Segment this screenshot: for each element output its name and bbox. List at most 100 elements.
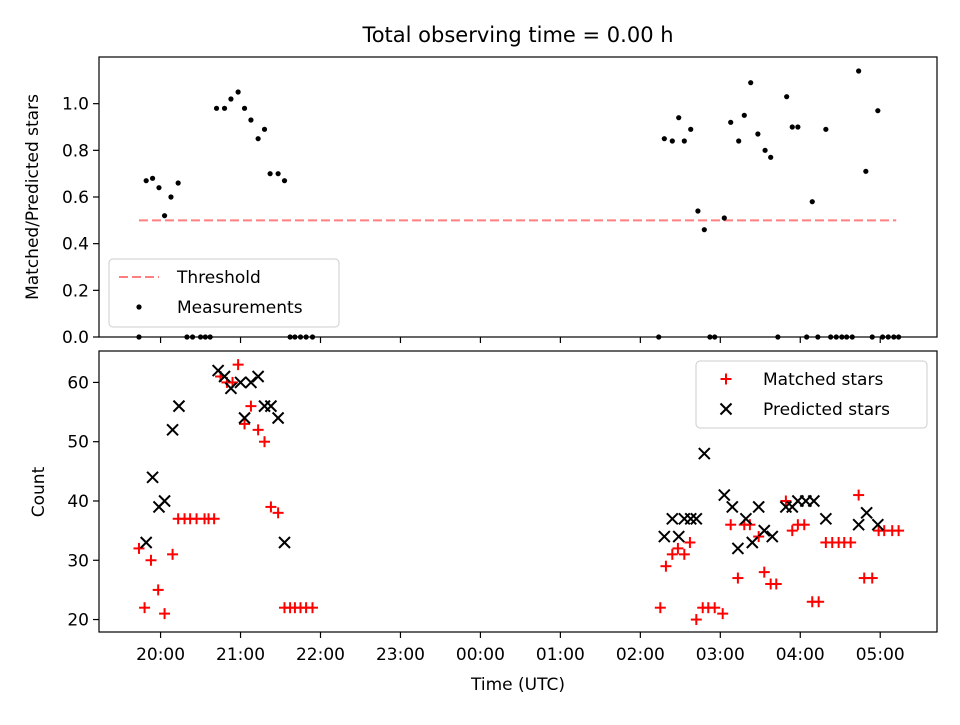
measurement-point [768, 154, 774, 160]
predicted-star-point [658, 530, 671, 543]
measurement-point [762, 147, 768, 153]
predicted-star-point [166, 423, 179, 437]
x-tick-label: 05:00 [856, 645, 905, 665]
matched-star-point [709, 602, 721, 614]
matched-star-point [798, 519, 810, 531]
measurement-point [669, 138, 675, 144]
matched-star-point [744, 519, 756, 531]
matched-stars-legend-marker [720, 373, 732, 385]
predicted-star-point [672, 530, 685, 543]
predicted-star-point [684, 512, 697, 525]
x-tick-label: 21:00 [216, 645, 265, 665]
predicted-star-point [752, 500, 765, 514]
measurement-point [248, 117, 254, 123]
predicted-star-point [746, 536, 759, 549]
top-y-tick-label: 0.8 [62, 141, 89, 161]
x-tick-label: 01:00 [536, 645, 585, 665]
matched-star-point [780, 495, 792, 507]
bottom-y-tick-label: 60 [67, 373, 89, 393]
predicted-star-point [146, 471, 159, 484]
top-legend: Threshold Measurements [108, 258, 340, 328]
matched-star-point [866, 572, 878, 584]
predicted-star-point [726, 500, 739, 514]
matched-star-point [272, 507, 284, 519]
matched-star-point [245, 400, 257, 412]
matched-star-point [893, 525, 905, 537]
measurement-point [161, 213, 168, 219]
matched-star-point [252, 424, 264, 436]
measurement-point [281, 178, 288, 184]
matched-stars-legend-label: Matched stars [763, 370, 883, 390]
predicted-star-point [278, 536, 291, 549]
x-tick-label: 02:00 [616, 645, 665, 665]
matched-star-point [672, 542, 684, 554]
measurement-point [721, 215, 727, 221]
matched-star-point [678, 548, 690, 560]
predicted-star-point [758, 524, 771, 537]
measurement-point [661, 136, 667, 142]
measurement-point [267, 171, 273, 177]
predicted-star-point [690, 512, 703, 525]
measurement-point [676, 115, 682, 121]
measurement-point [261, 126, 268, 132]
matched-star-point [753, 531, 765, 543]
bottom-y-tick-label: 40 [67, 492, 89, 512]
measurement-point [241, 105, 248, 111]
measurements-legend-icon [136, 304, 142, 310]
measurement-point [255, 136, 261, 142]
measurement-point [875, 108, 881, 114]
matched-star-point [660, 560, 672, 572]
bottom-y-tick-label: 50 [67, 433, 89, 453]
matched-star-point [758, 566, 770, 578]
x-tick-label: 04:00 [776, 645, 825, 665]
predicted-star-point [698, 447, 711, 460]
matched-star-point [239, 418, 251, 430]
predicted-star-point [251, 370, 265, 383]
predicted-star-point [731, 542, 745, 555]
top-y-tick-label: 0.4 [62, 235, 89, 255]
measurement-point [681, 138, 687, 144]
top-y-tick-label: 0.2 [62, 281, 89, 301]
measurement-point [784, 94, 790, 100]
x-tick-label: 20:00 [136, 645, 185, 665]
bottom-legend-box [695, 360, 928, 429]
matched-star-point [786, 525, 798, 537]
measurement-point [863, 168, 869, 174]
top-y-tick-label: 1.0 [62, 95, 89, 115]
predicted-star-point [264, 399, 278, 413]
matched-star-point [853, 489, 865, 501]
predicted-star-point [807, 494, 821, 508]
top-y-tick-label: 0.6 [62, 188, 89, 208]
measurement-point [688, 126, 694, 132]
matched-star-point [259, 436, 271, 448]
predicted-star-point [766, 530, 779, 543]
matched-star-point [208, 513, 220, 525]
bottom-plot-frame [98, 350, 938, 633]
predicted-star-point [860, 506, 873, 520]
measurement-point [795, 124, 801, 130]
x-tick-label: 00:00 [456, 645, 505, 665]
top-legend-box [108, 258, 340, 328]
matched-star-point [159, 608, 171, 620]
predicted-stars-legend-marker [719, 402, 733, 416]
top-plot-frame [98, 56, 938, 338]
measurement-point [149, 175, 156, 181]
predicted-star-point [852, 518, 865, 531]
measurement-point [789, 124, 795, 130]
bottom-legend: Matched stars Predicted stars [695, 360, 928, 429]
measurement-point [156, 185, 162, 191]
bottom-plot-area: 20 30 40 50 60 20:00 21:00 22:00 23:00 00:00 01:00… [67, 359, 905, 665]
predicted-stars-legend-label: Predicted stars [763, 400, 890, 420]
matched-star-point [139, 602, 151, 614]
measurements-legend-label: Measurements [177, 298, 303, 318]
x-tick-label: 23:00 [376, 645, 425, 665]
matched-star-point [152, 584, 164, 596]
top-y-tick-label: 0.0 [62, 328, 89, 348]
predicted-star-point [871, 518, 885, 531]
bottom-y-tick-label: 30 [67, 551, 89, 571]
predicted-star-point [158, 494, 171, 508]
matched-star-point [666, 548, 678, 560]
measurement-point [741, 112, 747, 118]
matched-star-point [690, 614, 702, 626]
